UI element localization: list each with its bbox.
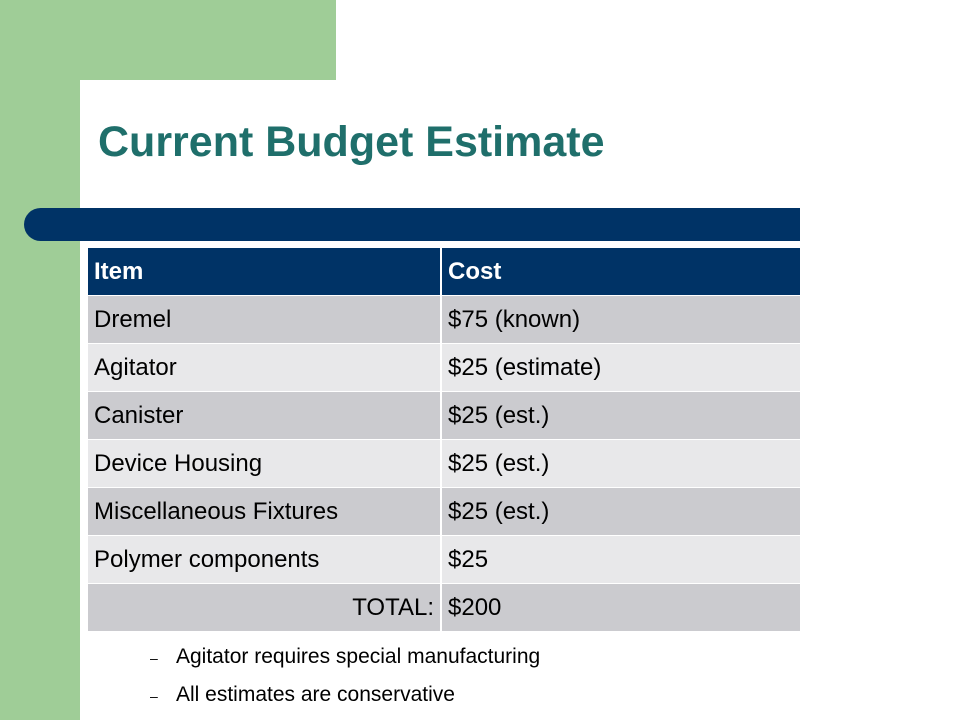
- notes-list: – Agitator requires special manufacturin…: [150, 645, 540, 721]
- list-item: – Agitator requires special manufacturin…: [150, 645, 540, 683]
- table-row: Device Housing $25 (est.): [88, 440, 800, 488]
- navy-divider-bar: [24, 208, 800, 241]
- rounded-corner-decoration: [80, 80, 160, 160]
- table-header-row: Item Cost: [88, 248, 800, 296]
- dash-bullet-icon: –: [150, 688, 158, 704]
- table-row: Agitator $25 (estimate): [88, 344, 800, 392]
- item-cell: Miscellaneous Fixtures: [88, 488, 442, 536]
- table-row: Dremel $75 (known): [88, 296, 800, 344]
- cost-cell: $75 (known): [442, 296, 800, 344]
- table-row: Canister $25 (est.): [88, 392, 800, 440]
- table-row: Polymer components $25: [88, 536, 800, 584]
- item-cell: Agitator: [88, 344, 442, 392]
- item-cell: Polymer components: [88, 536, 442, 584]
- cost-cell: $25: [442, 536, 800, 584]
- item-cell: Device Housing: [88, 440, 442, 488]
- total-label: TOTAL:: [88, 584, 442, 632]
- slide-title: Current Budget Estimate: [98, 118, 605, 166]
- total-row: TOTAL: $200: [88, 584, 800, 632]
- table-row: Miscellaneous Fixtures $25 (est.): [88, 488, 800, 536]
- header-cost: Cost: [442, 248, 800, 296]
- top-green-band: [0, 0, 336, 80]
- cost-cell: $25 (est.): [442, 488, 800, 536]
- dash-bullet-icon: –: [150, 650, 158, 666]
- left-green-band: [0, 0, 80, 720]
- header-item: Item: [88, 248, 442, 296]
- item-cell: Dremel: [88, 296, 442, 344]
- note-text: Agitator requires special manufacturing: [176, 645, 541, 668]
- item-cell: Canister: [88, 392, 442, 440]
- list-item: – All estimates are conservative: [150, 683, 540, 721]
- budget-table: Item Cost Dremel $75 (known) Agitator $2…: [88, 248, 800, 632]
- cost-cell: $25 (est.): [442, 392, 800, 440]
- total-value: $200: [442, 584, 800, 632]
- note-text: All estimates are conservative: [176, 683, 455, 706]
- cost-cell: $25 (estimate): [442, 344, 800, 392]
- cost-cell: $25 (est.): [442, 440, 800, 488]
